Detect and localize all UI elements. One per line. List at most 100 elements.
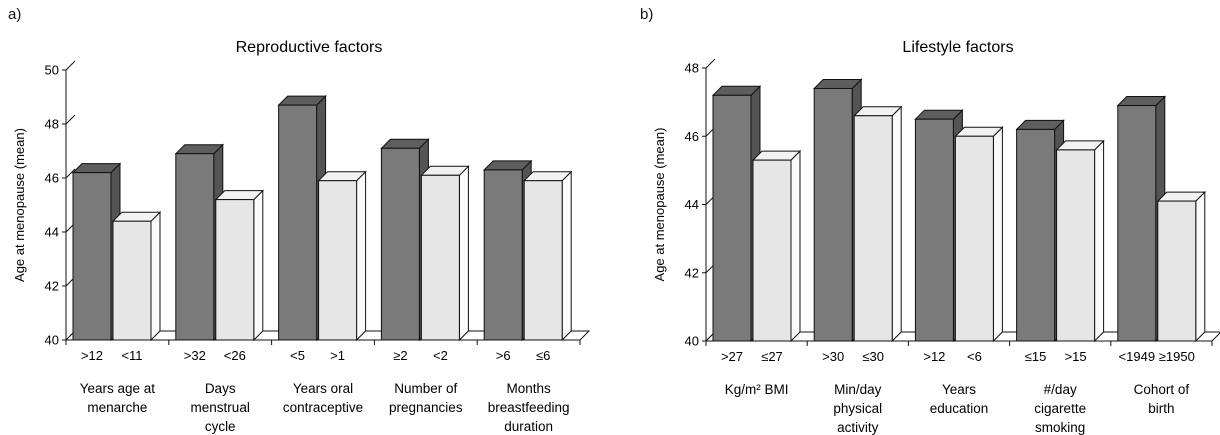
bar-top	[420, 165, 470, 176]
y-tick-label: 48	[45, 117, 59, 132]
bar	[1157, 200, 1197, 342]
y-tick-depth	[65, 60, 76, 71]
bar-side	[561, 170, 572, 342]
bar	[483, 169, 523, 341]
bar-label: >1	[330, 348, 345, 363]
bar-side	[1195, 190, 1206, 343]
bar	[1016, 128, 1056, 342]
bar-top	[380, 138, 430, 149]
bar-side	[150, 210, 161, 342]
chart-b-svg: Lifestyle factors Age at menopause (mean)…	[652, 39, 1220, 435]
y-tick-label: 40	[685, 334, 699, 349]
bar	[112, 220, 152, 341]
bar-top	[852, 106, 903, 117]
chart-a-svg: Reproductive factors Age at menopause (me…	[12, 39, 591, 434]
bar-side	[458, 165, 469, 342]
bar	[318, 180, 358, 341]
y-tick-depth	[705, 58, 716, 69]
bar-side	[790, 149, 801, 343]
y-tick-label: 46	[45, 171, 59, 186]
bar-label: >27	[721, 349, 743, 364]
bar	[278, 104, 318, 341]
bar-label: ≥1950	[1159, 349, 1195, 364]
chart-title: Lifestyle factors	[902, 39, 1013, 56]
y-tick-label: 44	[685, 197, 699, 212]
y-axis-label: Age at menopause (mean)	[652, 128, 667, 282]
y-tick-label: 44	[45, 225, 59, 240]
chart-title: Reproductive factors	[236, 39, 383, 56]
bar	[523, 180, 563, 341]
y-axis-label: Age at menopause (mean)	[12, 128, 27, 282]
bar	[380, 147, 420, 341]
bar-top	[111, 211, 162, 222]
category-label: Cohort of	[1134, 382, 1190, 397]
category-label: education	[930, 401, 989, 416]
bar-label: <26	[224, 348, 246, 363]
category-label: breastfeeding	[488, 400, 570, 415]
category-label: activity	[837, 420, 879, 435]
bar	[420, 174, 460, 341]
bar	[712, 94, 752, 342]
bar-side	[356, 170, 367, 342]
bar-side	[1094, 139, 1105, 343]
category-label: physical	[833, 401, 882, 416]
bar-top	[277, 95, 327, 106]
chart-panel-b: b) Lifestyle factors Age at menopause (me…	[640, 0, 1220, 435]
bar-label: >6	[496, 348, 511, 363]
bar-label: >15	[1065, 349, 1087, 364]
bar-label: ≤27	[761, 349, 783, 364]
y-tick-label: 50	[45, 63, 59, 78]
category-label: Years oral	[293, 381, 353, 396]
bar-side	[253, 189, 264, 342]
bar	[954, 135, 994, 342]
bar	[175, 153, 215, 341]
category-label: Min/day	[834, 382, 882, 397]
bar-label: <6	[967, 349, 982, 364]
bar-top	[1015, 119, 1065, 130]
y-tick-label: 48	[685, 61, 699, 76]
bar	[853, 115, 893, 342]
bar-label: >32	[184, 348, 206, 363]
bar-top	[812, 78, 863, 89]
bar-top	[522, 171, 573, 182]
bar-top	[1055, 140, 1105, 151]
category-label: duration	[504, 419, 553, 434]
bar	[215, 199, 255, 341]
bar-top	[214, 190, 265, 201]
y-tick-label: 40	[45, 333, 59, 348]
bar-top	[71, 163, 122, 174]
bar-top	[711, 85, 762, 96]
category-label: Number of	[394, 381, 457, 396]
category-label: Years age at	[80, 381, 156, 396]
y-tick-label: 42	[685, 265, 699, 280]
bar-top	[317, 171, 367, 182]
bar	[1056, 149, 1096, 342]
bar-side	[992, 126, 1003, 343]
y-tick-label: 42	[45, 279, 59, 294]
bar-side	[891, 105, 902, 343]
y-tick-depth	[65, 168, 76, 179]
category-label: contraceptive	[283, 400, 363, 415]
bar-label: <5	[290, 348, 305, 363]
category-label: smoking	[1035, 420, 1085, 435]
category-label: cigarette	[1034, 401, 1086, 416]
category-label: Years	[942, 382, 976, 397]
bar-top	[751, 150, 802, 161]
chart-panel-a: a) Reproductive factors Age at menopause …	[0, 0, 605, 435]
bar-label: >30	[822, 349, 844, 364]
category-label: Days	[205, 381, 236, 396]
bar-label: ≥2	[393, 348, 407, 363]
bar-top	[914, 109, 964, 120]
bar-top	[954, 126, 1004, 137]
panel-label: b)	[640, 6, 654, 23]
y-tick-depth	[65, 114, 76, 125]
y-tick-label: 46	[685, 129, 699, 144]
bar-top	[174, 144, 225, 155]
bar-label: ≤6	[536, 348, 550, 363]
bar	[752, 159, 792, 342]
bar-top	[482, 160, 533, 171]
bar	[1117, 105, 1157, 342]
bar-label: <11	[121, 348, 142, 363]
category-label: #/day	[1044, 382, 1077, 397]
bar	[813, 87, 853, 342]
